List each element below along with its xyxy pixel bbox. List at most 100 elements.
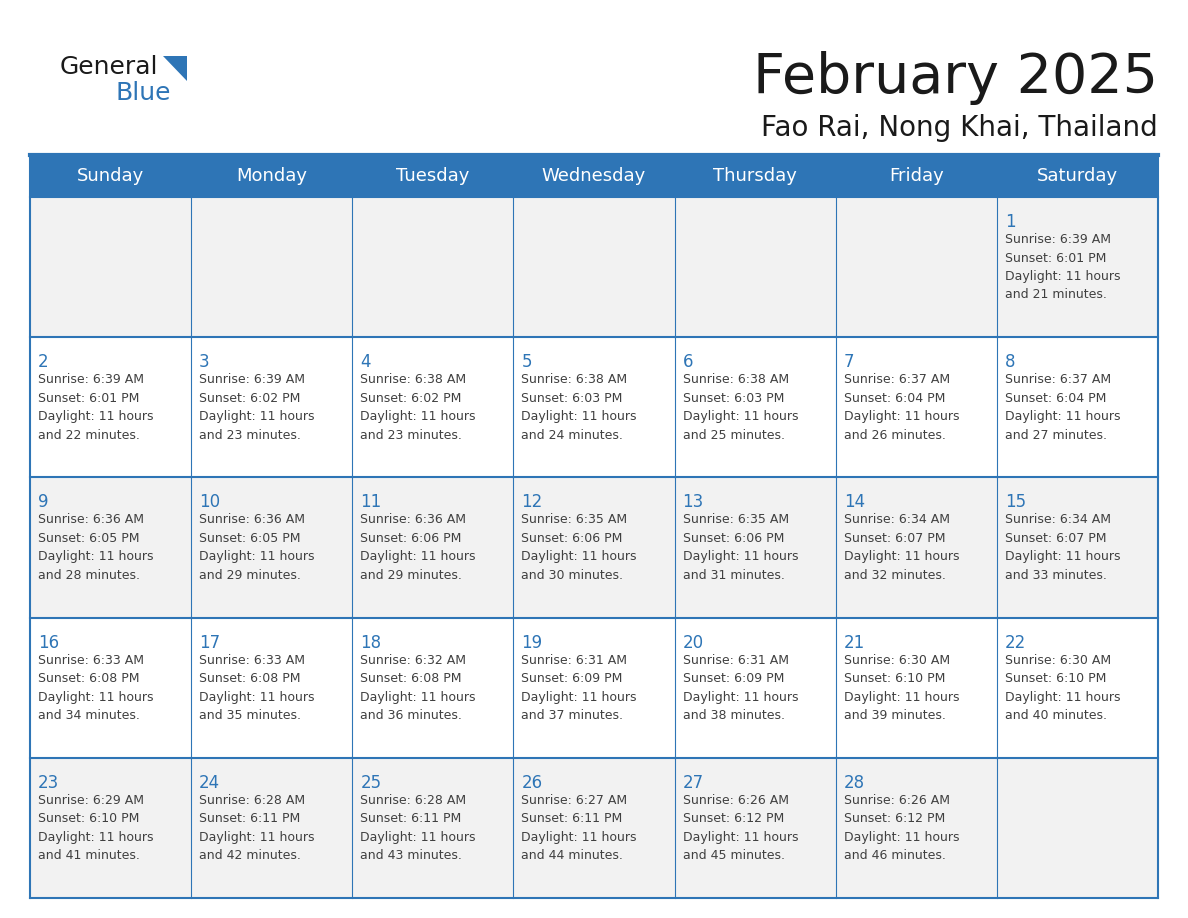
Bar	[353, 618, 513, 757]
Text: 20: 20	[683, 633, 703, 652]
Text: Daylight: 11 hours: Daylight: 11 hours	[843, 410, 959, 423]
Bar	[675, 618, 835, 757]
Bar	[191, 337, 353, 477]
Bar	[191, 477, 353, 618]
Text: Sunrise: 6:38 AM: Sunrise: 6:38 AM	[360, 374, 467, 386]
Text: Sunrise: 6:30 AM: Sunrise: 6:30 AM	[843, 654, 950, 666]
Text: Daylight: 11 hours: Daylight: 11 hours	[1005, 270, 1120, 283]
Text: Daylight: 11 hours: Daylight: 11 hours	[1005, 690, 1120, 703]
Bar	[353, 477, 513, 618]
Text: Daylight: 11 hours: Daylight: 11 hours	[200, 410, 315, 423]
Text: Sunrise: 6:26 AM: Sunrise: 6:26 AM	[683, 794, 789, 807]
Text: Sunset: 6:11 PM: Sunset: 6:11 PM	[200, 812, 301, 825]
Text: Daylight: 11 hours: Daylight: 11 hours	[200, 690, 315, 703]
Bar	[191, 618, 353, 757]
Text: Daylight: 11 hours: Daylight: 11 hours	[38, 410, 153, 423]
Text: Sunrise: 6:29 AM: Sunrise: 6:29 AM	[38, 794, 144, 807]
Bar	[997, 477, 1158, 618]
Bar	[191, 197, 353, 337]
Text: 1: 1	[1005, 213, 1016, 231]
Text: Wednesday: Wednesday	[542, 167, 646, 185]
Text: Sunrise: 6:39 AM: Sunrise: 6:39 AM	[200, 374, 305, 386]
Text: 10: 10	[200, 493, 220, 511]
Text: Sunset: 6:06 PM: Sunset: 6:06 PM	[360, 532, 462, 545]
Text: Sunset: 6:10 PM: Sunset: 6:10 PM	[843, 672, 946, 685]
Text: Sunset: 6:06 PM: Sunset: 6:06 PM	[522, 532, 623, 545]
Text: Daylight: 11 hours: Daylight: 11 hours	[522, 551, 637, 564]
Text: 22: 22	[1005, 633, 1026, 652]
Text: Sunrise: 6:30 AM: Sunrise: 6:30 AM	[1005, 654, 1111, 666]
Text: and 30 minutes.: and 30 minutes.	[522, 569, 624, 582]
Text: and 21 minutes.: and 21 minutes.	[1005, 288, 1107, 301]
Bar	[513, 197, 675, 337]
Text: Sunrise: 6:31 AM: Sunrise: 6:31 AM	[683, 654, 789, 666]
Text: and 40 minutes.: and 40 minutes.	[1005, 709, 1107, 722]
Bar	[30, 197, 191, 337]
Text: and 41 minutes.: and 41 minutes.	[38, 849, 140, 862]
Bar	[513, 757, 675, 898]
Bar	[191, 757, 353, 898]
Text: and 32 minutes.: and 32 minutes.	[843, 569, 946, 582]
Bar	[30, 618, 191, 757]
Text: Sunset: 6:04 PM: Sunset: 6:04 PM	[843, 392, 946, 405]
Text: and 31 minutes.: and 31 minutes.	[683, 569, 784, 582]
Text: and 28 minutes.: and 28 minutes.	[38, 569, 140, 582]
Text: Sunset: 6:01 PM: Sunset: 6:01 PM	[1005, 252, 1106, 264]
Text: Sunrise: 6:37 AM: Sunrise: 6:37 AM	[843, 374, 950, 386]
Text: Sunset: 6:07 PM: Sunset: 6:07 PM	[843, 532, 946, 545]
Text: and 38 minutes.: and 38 minutes.	[683, 709, 784, 722]
Text: Sunset: 6:02 PM: Sunset: 6:02 PM	[360, 392, 462, 405]
Bar	[997, 197, 1158, 337]
Text: Sunset: 6:09 PM: Sunset: 6:09 PM	[522, 672, 623, 685]
Text: Sunrise: 6:37 AM: Sunrise: 6:37 AM	[1005, 374, 1111, 386]
Bar	[513, 618, 675, 757]
Text: and 45 minutes.: and 45 minutes.	[683, 849, 784, 862]
Text: and 29 minutes.: and 29 minutes.	[360, 569, 462, 582]
Text: Blue: Blue	[115, 81, 171, 105]
Bar	[835, 197, 997, 337]
Text: Sunrise: 6:36 AM: Sunrise: 6:36 AM	[200, 513, 305, 526]
Text: 24: 24	[200, 774, 220, 792]
Text: Sunrise: 6:28 AM: Sunrise: 6:28 AM	[200, 794, 305, 807]
Text: Sunrise: 6:34 AM: Sunrise: 6:34 AM	[1005, 513, 1111, 526]
Text: Daylight: 11 hours: Daylight: 11 hours	[683, 551, 798, 564]
Bar	[353, 197, 513, 337]
Bar	[675, 477, 835, 618]
Text: Sunset: 6:07 PM: Sunset: 6:07 PM	[1005, 532, 1106, 545]
Text: Sunset: 6:06 PM: Sunset: 6:06 PM	[683, 532, 784, 545]
Bar	[513, 477, 675, 618]
Text: Sunrise: 6:28 AM: Sunrise: 6:28 AM	[360, 794, 467, 807]
Text: Sunrise: 6:38 AM: Sunrise: 6:38 AM	[522, 374, 627, 386]
Text: and 33 minutes.: and 33 minutes.	[1005, 569, 1107, 582]
Text: Daylight: 11 hours: Daylight: 11 hours	[683, 690, 798, 703]
Bar	[353, 757, 513, 898]
Text: Daylight: 11 hours: Daylight: 11 hours	[360, 831, 475, 844]
Text: 4: 4	[360, 353, 371, 371]
Text: Daylight: 11 hours: Daylight: 11 hours	[522, 690, 637, 703]
Text: Sunrise: 6:38 AM: Sunrise: 6:38 AM	[683, 374, 789, 386]
Text: and 35 minutes.: and 35 minutes.	[200, 709, 301, 722]
Text: and 23 minutes.: and 23 minutes.	[200, 429, 301, 442]
Text: 12: 12	[522, 493, 543, 511]
Text: 25: 25	[360, 774, 381, 792]
Text: and 42 minutes.: and 42 minutes.	[200, 849, 301, 862]
Text: 27: 27	[683, 774, 703, 792]
Text: 26: 26	[522, 774, 543, 792]
Text: Sunset: 6:08 PM: Sunset: 6:08 PM	[200, 672, 301, 685]
Polygon shape	[163, 56, 187, 81]
Bar	[30, 477, 191, 618]
Bar	[30, 757, 191, 898]
Text: Sunrise: 6:31 AM: Sunrise: 6:31 AM	[522, 654, 627, 666]
Text: Daylight: 11 hours: Daylight: 11 hours	[38, 831, 153, 844]
Text: 21: 21	[843, 633, 865, 652]
Text: Daylight: 11 hours: Daylight: 11 hours	[360, 690, 475, 703]
Text: and 34 minutes.: and 34 minutes.	[38, 709, 140, 722]
Text: and 22 minutes.: and 22 minutes.	[38, 429, 140, 442]
Text: Sunrise: 6:32 AM: Sunrise: 6:32 AM	[360, 654, 466, 666]
Text: Sunset: 6:04 PM: Sunset: 6:04 PM	[1005, 392, 1106, 405]
Bar	[353, 337, 513, 477]
Text: Daylight: 11 hours: Daylight: 11 hours	[200, 551, 315, 564]
Text: and 44 minutes.: and 44 minutes.	[522, 849, 624, 862]
Text: and 36 minutes.: and 36 minutes.	[360, 709, 462, 722]
Text: Sunrise: 6:33 AM: Sunrise: 6:33 AM	[200, 654, 305, 666]
